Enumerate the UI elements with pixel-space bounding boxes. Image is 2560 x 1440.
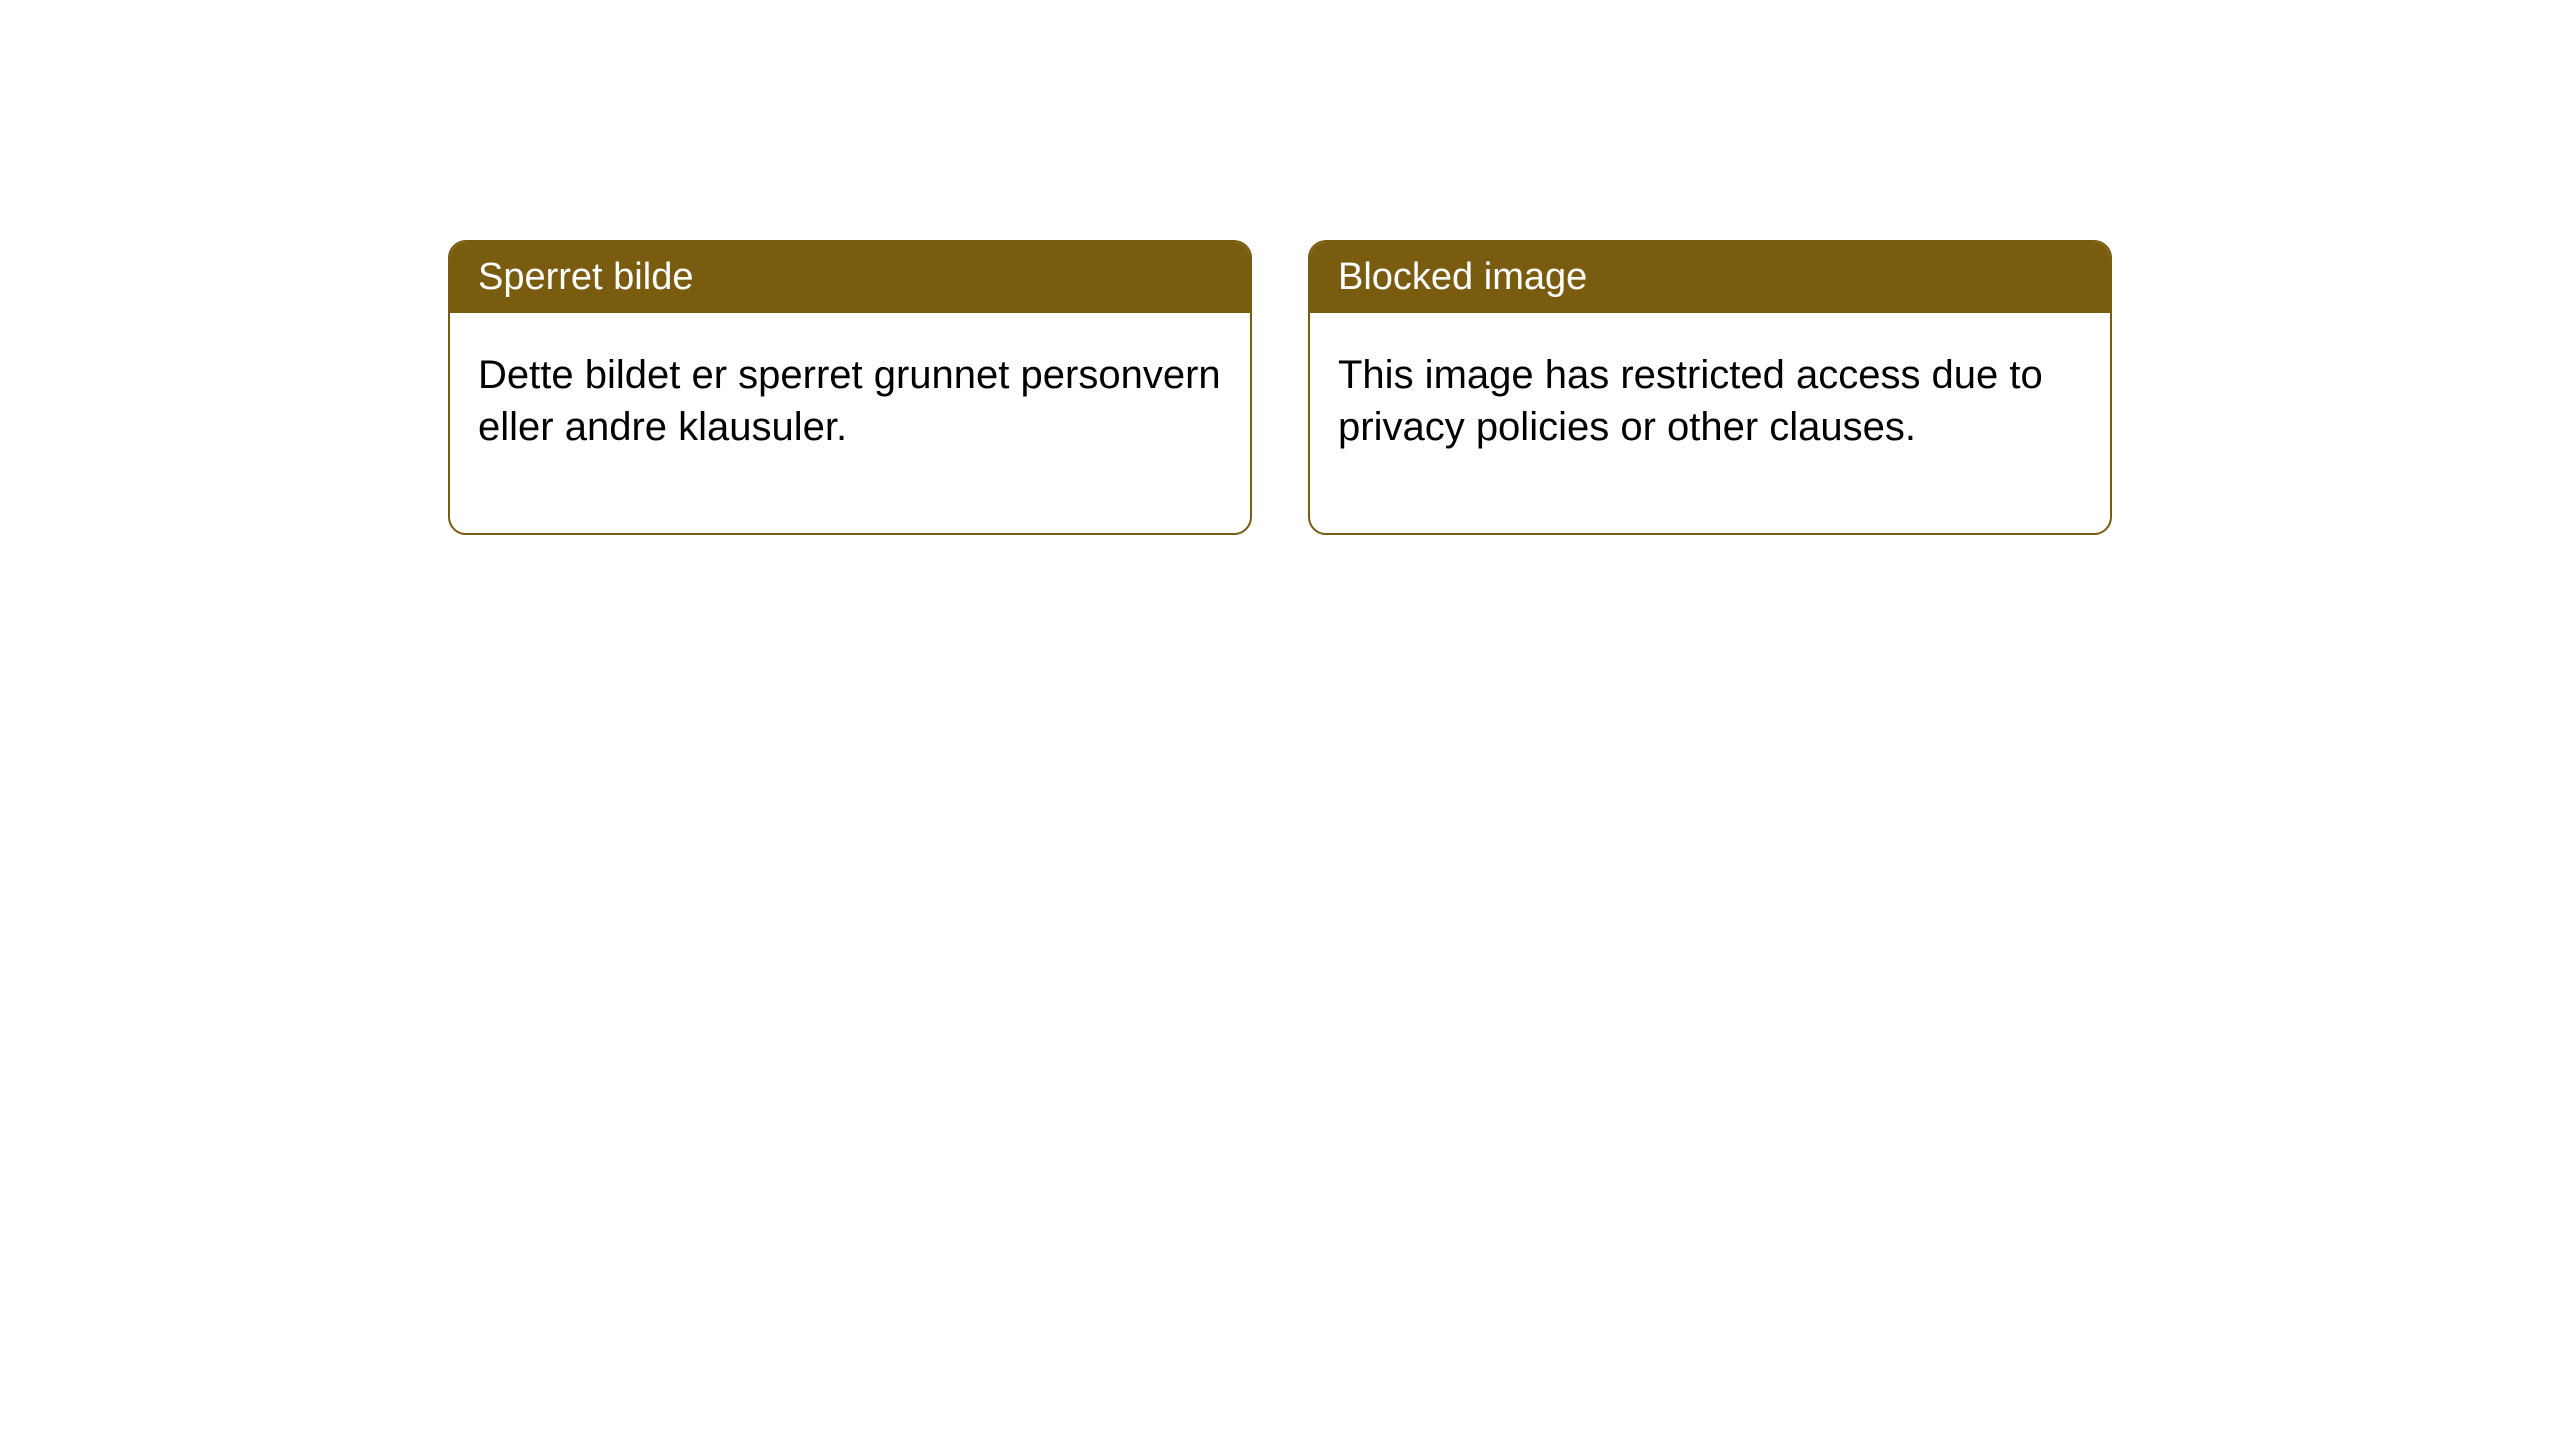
- notice-body-text: This image has restricted access due to …: [1338, 353, 2043, 449]
- notice-container: Sperret bilde Dette bildet er sperret gr…: [448, 240, 2112, 535]
- notice-body-text: Dette bildet er sperret grunnet personve…: [478, 353, 1221, 449]
- notice-header-text: Sperret bilde: [478, 256, 693, 298]
- notice-header: Blocked image: [1310, 242, 2110, 313]
- notice-body: Dette bildet er sperret grunnet personve…: [450, 313, 1250, 533]
- notice-body: This image has restricted access due to …: [1310, 313, 2110, 533]
- notice-card-norwegian: Sperret bilde Dette bildet er sperret gr…: [448, 240, 1252, 535]
- notice-header: Sperret bilde: [450, 242, 1250, 313]
- notice-card-english: Blocked image This image has restricted …: [1308, 240, 2112, 535]
- notice-header-text: Blocked image: [1338, 256, 1587, 298]
